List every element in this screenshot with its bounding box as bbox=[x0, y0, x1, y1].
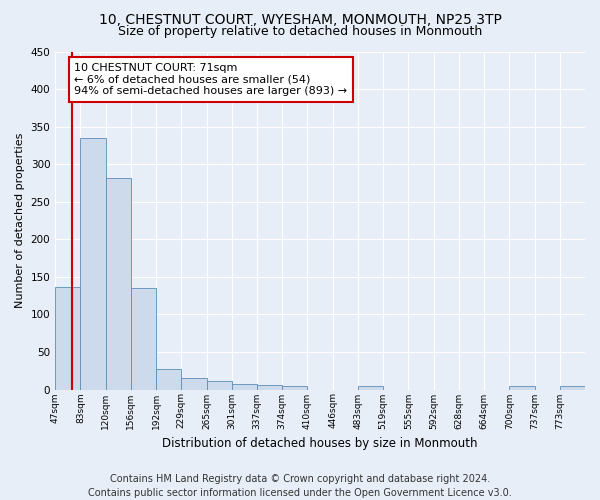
Bar bbox=[509, 386, 535, 390]
Bar bbox=[156, 369, 181, 390]
Bar bbox=[358, 386, 383, 390]
Bar bbox=[181, 378, 206, 390]
X-axis label: Distribution of detached houses by size in Monmouth: Distribution of detached houses by size … bbox=[163, 437, 478, 450]
Text: 10, CHESTNUT COURT, WYESHAM, MONMOUTH, NP25 3TP: 10, CHESTNUT COURT, WYESHAM, MONMOUTH, N… bbox=[98, 12, 502, 26]
Bar bbox=[257, 385, 282, 390]
Bar bbox=[131, 288, 156, 390]
Bar bbox=[80, 138, 106, 390]
Bar bbox=[560, 386, 585, 390]
Bar bbox=[206, 382, 232, 390]
Text: 10 CHESTNUT COURT: 71sqm
← 6% of detached houses are smaller (54)
94% of semi-de: 10 CHESTNUT COURT: 71sqm ← 6% of detache… bbox=[74, 63, 347, 96]
Bar bbox=[55, 288, 80, 390]
Text: Size of property relative to detached houses in Monmouth: Size of property relative to detached ho… bbox=[118, 25, 482, 38]
Bar bbox=[106, 178, 131, 390]
Text: Contains HM Land Registry data © Crown copyright and database right 2024.
Contai: Contains HM Land Registry data © Crown c… bbox=[88, 474, 512, 498]
Bar bbox=[282, 386, 307, 390]
Bar bbox=[232, 384, 257, 390]
Y-axis label: Number of detached properties: Number of detached properties bbox=[15, 133, 25, 308]
